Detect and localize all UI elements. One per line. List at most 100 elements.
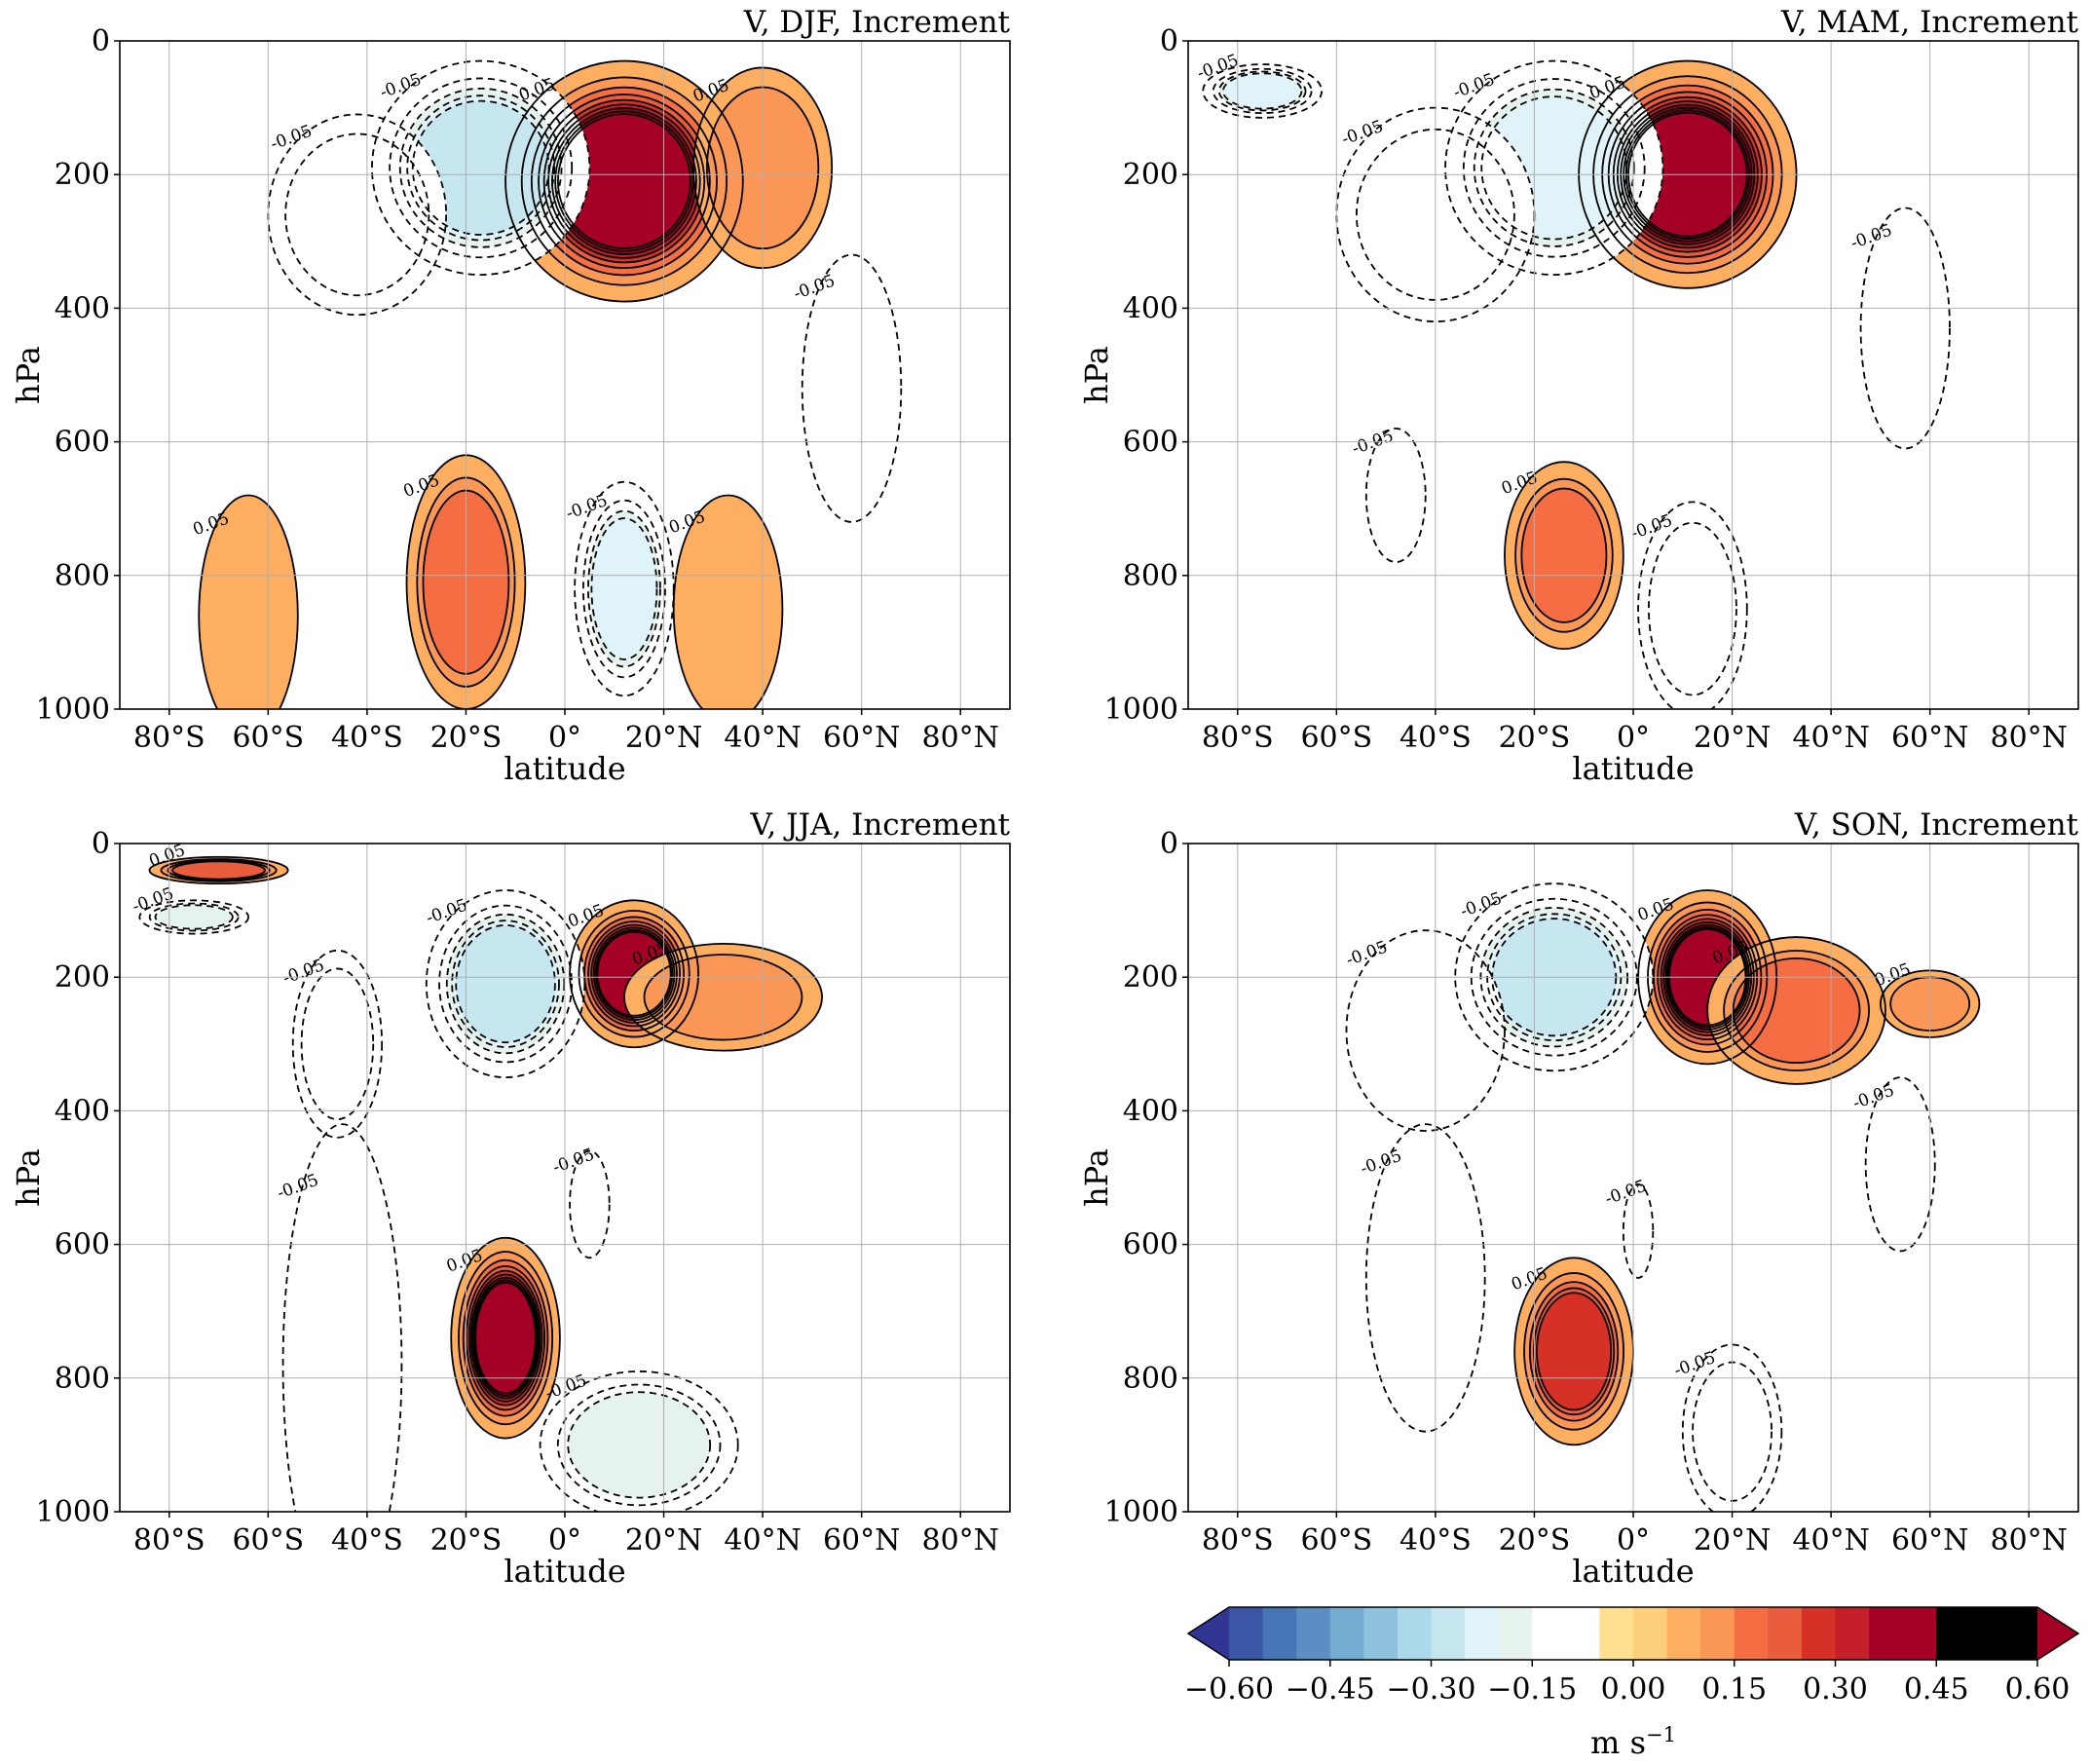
colorbar-ticks: −0.60 −0.45 −0.30 −0.15 0.00 0.15 0.30 0.45 0.60 [1184, 1660, 2070, 1707]
y-tick-label: 1000 [1104, 1495, 1178, 1529]
contour-fill [570, 1150, 610, 1258]
x-tick-label: 40°S [331, 1523, 403, 1558]
y-tick-label: 0 [1160, 827, 1178, 861]
x-tick-label: 20°S [430, 721, 503, 755]
contour-fill [282, 1124, 402, 1512]
x-axis-label: latitude [1572, 1553, 1694, 1590]
contour-line [171, 860, 266, 881]
panel-jja: V, JJA, Increment 0.050.05-0.05-0.050.05… [10, 807, 1011, 1590]
panel-title: V, DJF, Increment [743, 5, 1011, 40]
y-tick-label: 1000 [1104, 693, 1178, 727]
x-tick-label: 0° [548, 1523, 581, 1558]
contour-fill [1865, 1077, 1935, 1252]
colorbar-cell [1768, 1607, 1803, 1660]
contour-fill [1365, 1124, 1485, 1432]
contour-line [1637, 501, 1748, 709]
colorbar-cell [1700, 1607, 1735, 1660]
colorbar-tick-label: 0.00 [1601, 1672, 1666, 1707]
y-tick-label: 800 [55, 559, 110, 593]
colorbar-extend-high [2037, 1607, 2078, 1660]
x-tick-label: 80°S [1202, 721, 1274, 755]
x-tick-label: 60°N [823, 721, 900, 755]
panel-djf: V, DJF, Increment 0.05 0.05-0.05-0.05-0.0… [10, 5, 1011, 787]
x-tick-label: 60°S [232, 721, 304, 755]
y-tick-label: 800 [1123, 1362, 1178, 1396]
contour-line [551, 107, 697, 255]
colorbar-cell [1869, 1607, 1904, 1660]
contour-line [1504, 461, 1624, 651]
colorbar-cell [1229, 1607, 1264, 1660]
contour-line [281, 1123, 403, 1512]
y-axis-label: hPa [10, 1148, 47, 1207]
x-tick-label: 40°S [1400, 721, 1472, 755]
contour-line [587, 509, 661, 668]
contour-line [567, 1391, 712, 1499]
y-axis-label: hPa [1078, 346, 1115, 404]
contour-line [425, 889, 586, 1079]
y-tick-label: 400 [55, 1094, 110, 1128]
contour-line [672, 494, 784, 709]
x-tick-label: 40°N [724, 1523, 801, 1558]
contour-line [1473, 88, 1635, 247]
panel-title: V, SON, Increment [1794, 807, 2079, 843]
contour-line [538, 94, 711, 270]
x-tick-label: 0° [548, 721, 581, 755]
colorbar-tick-label: 0.60 [2005, 1672, 2071, 1707]
panel-title: V, JJA, Increment [749, 807, 1010, 843]
colorbar-tick-label: 0.15 [1701, 1672, 1767, 1707]
contour-fill [555, 111, 693, 251]
contour-fill [802, 254, 902, 522]
contour-line [466, 1264, 546, 1411]
heatmap-layer [139, 856, 823, 1512]
colorbar-cell [1633, 1607, 1668, 1660]
contour-line [1732, 957, 1861, 1065]
contour-line [590, 923, 678, 1024]
contour-line [569, 899, 699, 1049]
y-tick-label: 1000 [36, 1495, 110, 1529]
contour-fill [1536, 1293, 1612, 1410]
contour-line [467, 1269, 543, 1407]
contour-line [284, 132, 430, 297]
x-tick-label: 20°N [1694, 1523, 1771, 1558]
contour-line [587, 920, 682, 1028]
x-tick-label: 80°N [922, 721, 999, 755]
contour-fill [1222, 73, 1302, 109]
contour-fill [155, 905, 233, 929]
colorbar-cell [1532, 1607, 1567, 1660]
contour-fill [172, 861, 265, 880]
y-axis: 0 200 400 600 800 1000 [1104, 24, 1188, 727]
y-tick-label: 800 [1123, 559, 1178, 593]
panel-mam: V, MAM, Increment 0.05-0.05-0.05-0.050.0… [1078, 5, 2079, 787]
contour-line [474, 1281, 537, 1395]
heatmap-layer [1203, 60, 1950, 709]
contour-line [1723, 950, 1870, 1071]
y-tick-label: 400 [1123, 1094, 1178, 1128]
colorbar-cell [1902, 1607, 1937, 1660]
y-axis: 0 200 400 600 800 1000 [36, 827, 120, 1529]
contour-line [455, 924, 556, 1044]
contour-line [1364, 1123, 1486, 1433]
contour-line [1222, 72, 1303, 110]
contour-line [1859, 206, 1951, 450]
y-axis: 0 200 400 600 800 1000 [1104, 827, 1188, 1529]
y-tick-label: 600 [1123, 426, 1178, 460]
contour-line [291, 949, 384, 1139]
y-axis-label: hPa [10, 346, 47, 404]
contour-line [471, 1276, 540, 1400]
y-tick-label: 200 [1123, 960, 1178, 995]
y-tick-label: 600 [1123, 1228, 1178, 1262]
x-tick-label: 20°N [625, 1523, 702, 1558]
contour-line [138, 899, 249, 935]
contour-line [198, 494, 299, 709]
contour-line [1480, 95, 1628, 241]
contour-line [300, 967, 375, 1121]
contour-line [1536, 1292, 1613, 1411]
contour-line [590, 517, 658, 660]
x-tick-label: 80°S [1202, 1523, 1274, 1558]
contour-line [1212, 67, 1313, 115]
contour-line [643, 954, 803, 1041]
y-tick-label: 1000 [36, 693, 110, 727]
x-tick-label: 20°N [1694, 721, 1771, 755]
y-axis: 0 200 400 600 800 1000 [36, 24, 120, 727]
